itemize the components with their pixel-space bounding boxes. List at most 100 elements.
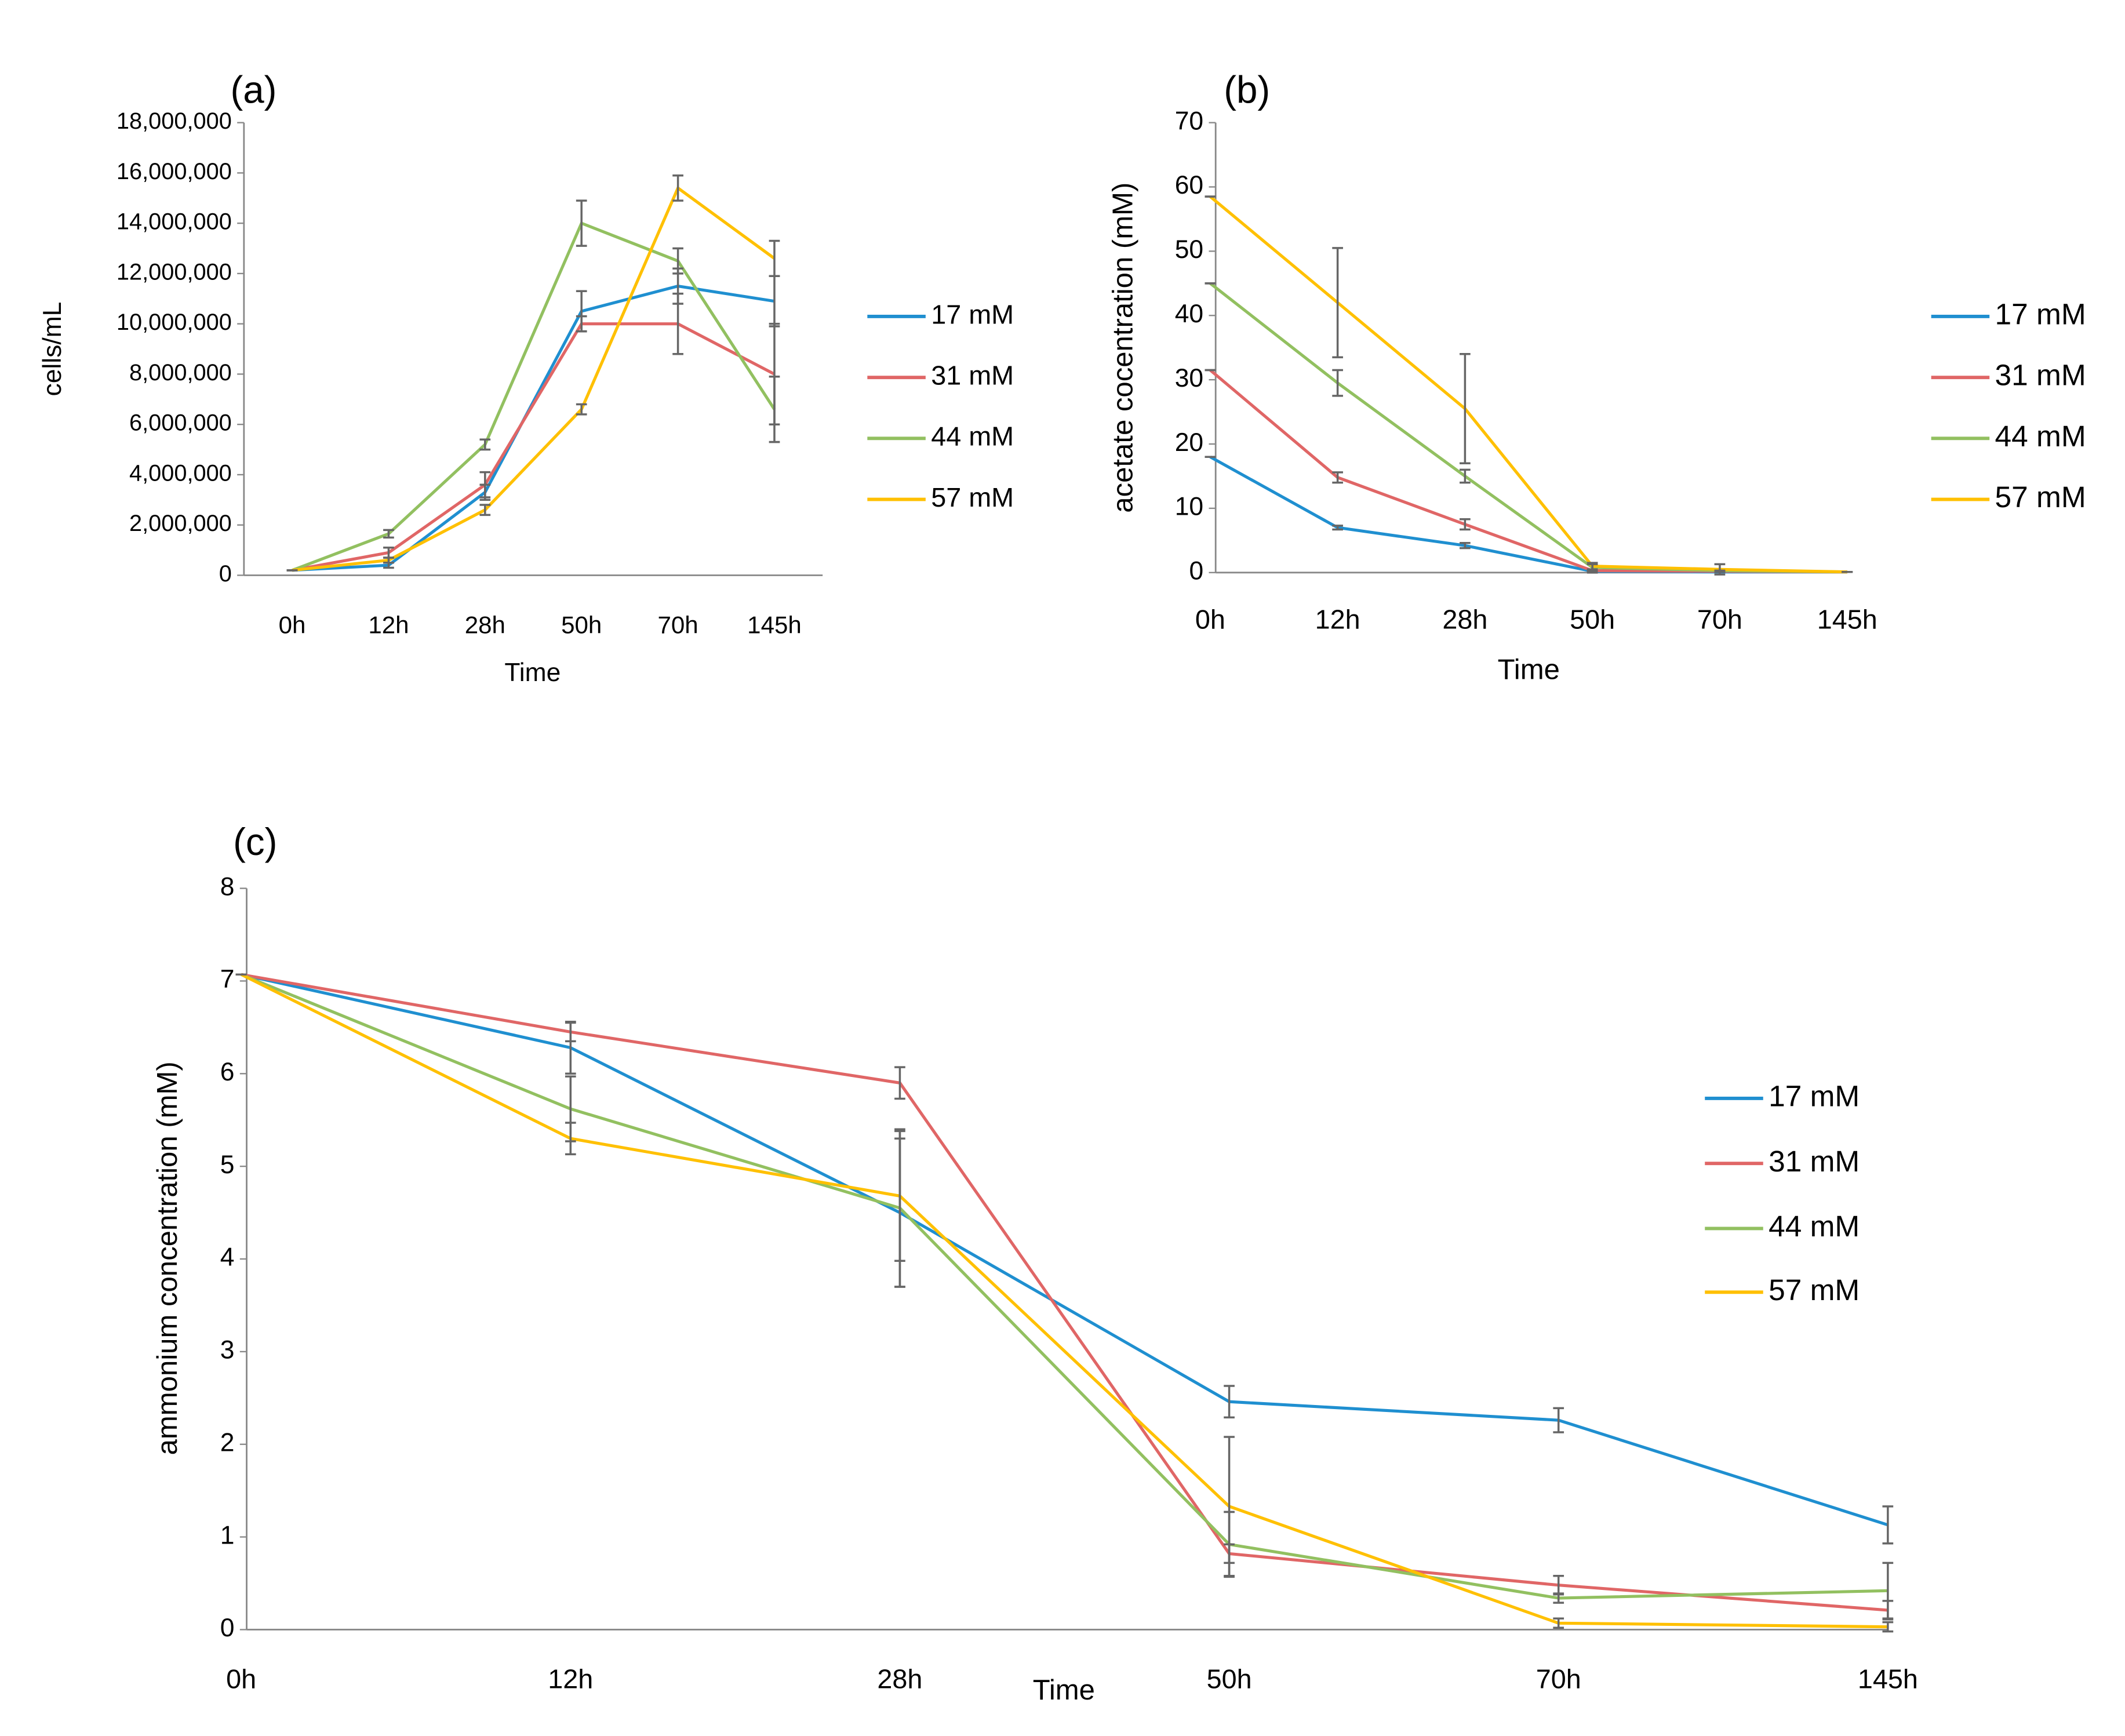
x-tick-label: 0h: [226, 1664, 256, 1694]
legend-label: 44 mM: [931, 421, 1014, 452]
y-tick-label: 6,000,000: [129, 410, 232, 436]
series-line: [241, 973, 1888, 1629]
error-bar: [894, 1066, 905, 1100]
series-line: [241, 973, 1889, 1527]
chart: (a) 0 2,000,000 4,000,000 6,000,000 8,000,000…: [38, 68, 1014, 686]
x-axis-label: Time: [504, 658, 561, 687]
y-tick-label: 30: [1175, 364, 1203, 392]
x-tick-label: 50h: [1207, 1664, 1252, 1694]
x-tick-label: 0h: [1195, 604, 1225, 634]
legend-label: 44 mM: [1995, 419, 2086, 453]
y-tick-label: 7: [220, 965, 235, 993]
y-axis-label: cells/mL: [38, 302, 67, 396]
error-bar: [1332, 525, 1343, 531]
y-tick-label: 50: [1175, 235, 1203, 264]
error-bar: [479, 438, 491, 451]
y-axis-label: ammonium concentration (mM): [152, 1061, 183, 1455]
series-line: [1209, 282, 1847, 574]
y-axis-label: acetate cocentration (mM): [1108, 183, 1139, 513]
x-tick-label: 12h: [1315, 604, 1360, 634]
series-line: [241, 973, 1889, 1612]
error-bar: [383, 529, 394, 539]
chart: (b) 0 10 20 30 40 50 60 70 0h 12h 28h 50h 70h 145h Time…: [1108, 68, 2086, 685]
x-tick-label: 70h: [1536, 1664, 1581, 1694]
legend-label: 44 mM: [1769, 1209, 1860, 1243]
series-line: [292, 185, 776, 572]
y-tick-label: 14,000,000: [117, 209, 232, 235]
legend-label: 31 mM: [1995, 358, 2086, 392]
y-tick-label: 6: [220, 1058, 235, 1086]
error-bar: [672, 292, 683, 355]
x-tick-label: 28h: [1442, 604, 1487, 634]
error-bar: [1882, 1505, 1894, 1545]
series-line: [292, 221, 776, 572]
legend-label: 17 mM: [1769, 1079, 1860, 1113]
legend-label: 31 mM: [1769, 1144, 1860, 1178]
y-tick-label: 5: [220, 1151, 235, 1179]
error-bar: [383, 556, 394, 564]
error-bar: [672, 174, 683, 202]
x-tick-label: 70h: [657, 611, 698, 638]
error-bar: [1553, 1592, 1564, 1604]
series-line: [1209, 195, 1847, 574]
y-tick-label: 2,000,000: [129, 511, 232, 536]
error-bar: [1460, 518, 1471, 531]
y-tick-label: 0: [219, 561, 232, 587]
series-line: [292, 284, 775, 572]
error-bar: [1224, 1385, 1235, 1419]
x-tick-label: 12h: [368, 611, 409, 638]
error-bar: [576, 315, 587, 333]
y-tick-label: 0: [1189, 557, 1203, 585]
error-bar: [769, 239, 780, 277]
x-tick-label: 145h: [747, 611, 802, 638]
series-line: [292, 322, 776, 572]
y-tick-label: 0: [220, 1614, 235, 1642]
legend-label: 57 mM: [931, 482, 1014, 512]
x-tick-label: 145h: [1858, 1664, 1918, 1694]
y-tick-label: 4: [220, 1243, 235, 1272]
legend-label: 17 mM: [1995, 297, 2086, 331]
y-tick-label: 4,000,000: [129, 460, 232, 486]
y-tick-label: 12,000,000: [117, 259, 232, 285]
x-axis-label: Time: [1498, 654, 1560, 685]
error-bar: [1224, 1436, 1235, 1577]
series-line: [1209, 455, 1847, 574]
legend-label: 57 mM: [1769, 1273, 1860, 1306]
legend-label: 17 mM: [931, 299, 1014, 329]
error-bar: [1332, 247, 1343, 359]
panel-label: (c): [233, 821, 277, 863]
error-bar: [1332, 471, 1343, 484]
x-axis-label: Time: [1033, 1675, 1095, 1706]
y-tick-label: 10,000,000: [117, 310, 232, 335]
error-bar: [565, 1122, 576, 1156]
y-tick-label: 18,000,000: [117, 108, 232, 134]
error-bar: [1460, 542, 1471, 549]
y-tick-label: 3: [220, 1336, 235, 1364]
x-tick-label: 50h: [561, 611, 602, 638]
error-bar: [672, 247, 683, 275]
error-bar: [1587, 562, 1598, 571]
panel-label: (b): [1224, 68, 1270, 111]
y-tick-label: 8,000,000: [129, 360, 232, 385]
y-tick-label: 60: [1175, 171, 1203, 199]
x-tick-label: 12h: [548, 1664, 593, 1694]
y-tick-label: 70: [1175, 107, 1203, 135]
error-bar: [769, 376, 780, 443]
y-tick-label: 1: [220, 1521, 235, 1549]
x-tick-label: 145h: [1817, 604, 1877, 634]
y-tick-label: 40: [1175, 300, 1203, 328]
error-bar: [1332, 369, 1343, 397]
error-bar: [565, 1021, 576, 1043]
error-bar: [1553, 1617, 1564, 1629]
series-line: [241, 973, 1888, 1600]
error-bar: [894, 1130, 905, 1262]
error-bar: [576, 403, 587, 416]
error-bar: [1460, 353, 1471, 465]
y-tick-label: 2: [220, 1428, 235, 1457]
legend-label: 31 mM: [931, 360, 1014, 390]
y-tick-label: 16,000,000: [117, 159, 232, 184]
chart: (c) 0 1 2 3 4 5 6 7 8 0h 12h 28h 50h 70h 145h Time ammoni…: [152, 821, 1918, 1706]
x-tick-label: 28h: [465, 611, 505, 638]
error-bar: [479, 471, 491, 498]
